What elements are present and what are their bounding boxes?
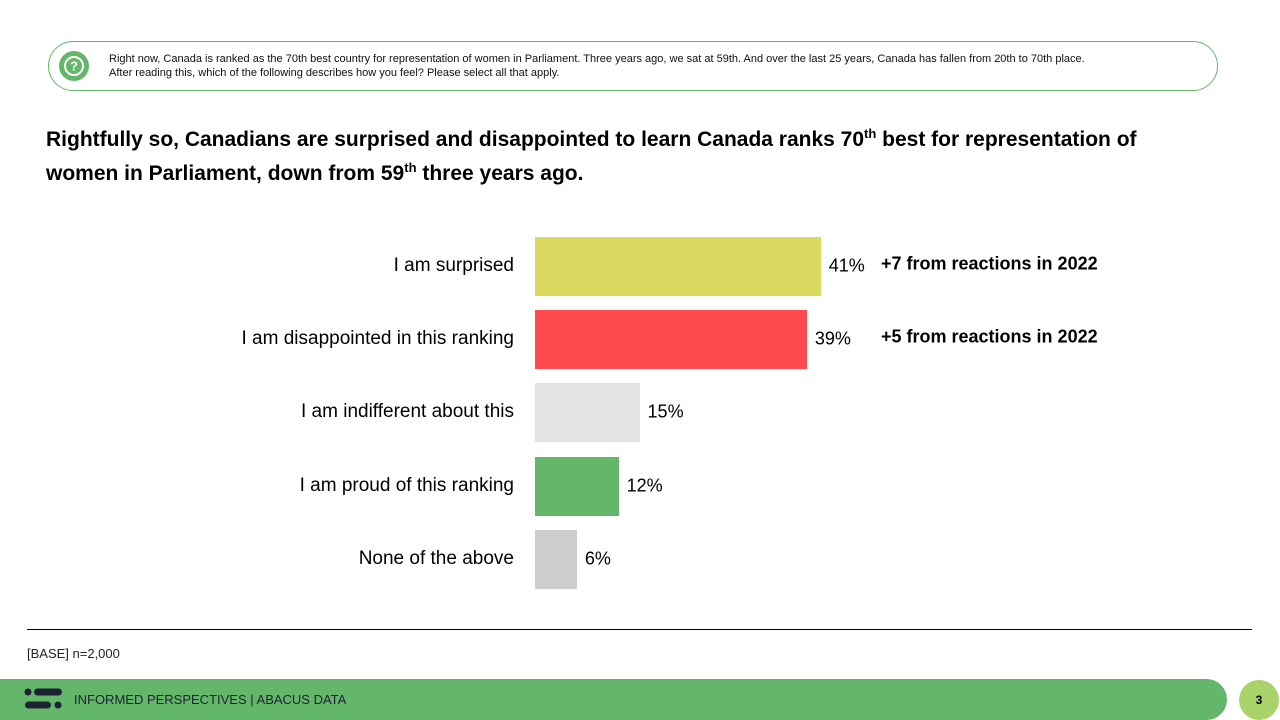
category-label: I am indifferent about this (301, 401, 514, 422)
abacus-logo-icon (24, 688, 62, 709)
category-label: I am proud of this ranking (299, 475, 514, 496)
change-annotation: +5 from reactions in 2022 (881, 326, 1098, 347)
footer-bar: INFORMED PERSPECTIVES | ABACUS DATA (0, 679, 1227, 720)
change-annotation: +7 from reactions in 2022 (881, 253, 1098, 274)
value-label: 15% (647, 401, 684, 422)
bar (535, 236, 821, 296)
bar (535, 309, 807, 369)
slide-title: Rightfully so, Canadians are surprised a… (46, 126, 1137, 185)
svg-text:?: ? (70, 59, 78, 74)
category-label: None of the above (358, 548, 514, 569)
value-label: 41% (828, 255, 865, 276)
question-line-2: After reading this, which of the followi… (109, 67, 560, 79)
value-label: 12% (626, 475, 663, 496)
bar (535, 382, 640, 442)
bar (535, 529, 577, 589)
divider (27, 629, 1252, 630)
page-number: 3 (1239, 680, 1279, 720)
category-label: I am surprised (393, 255, 514, 276)
category-label: I am disappointed in this ranking (241, 328, 515, 349)
footer-text: INFORMED PERSPECTIVES | ABACUS DATA (74, 692, 347, 707)
bar (535, 456, 619, 516)
question-box: ? Right now, Canada is ranked as the 70t… (48, 41, 1218, 91)
value-label: 6% (584, 548, 611, 569)
value-label: 39% (814, 328, 851, 349)
question-chat-icon: ? (59, 51, 89, 81)
question-line-1: Right now, Canada is ranked as the 70th … (109, 53, 1085, 65)
base-note: [BASE] n=2,000 (27, 646, 120, 661)
